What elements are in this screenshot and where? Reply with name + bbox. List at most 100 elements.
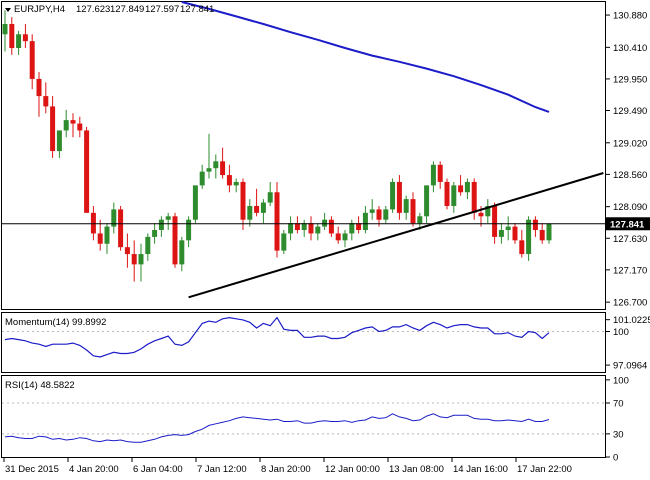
candle-body	[22, 34, 28, 42]
bull-candle	[288, 216, 294, 241]
bear-candle	[539, 223, 545, 244]
price-panel: 130.880 130.410 129.950 129.490 129.020 128.5…	[1, 1, 650, 310]
dropdown-triangle-icon	[5, 8, 11, 12]
candle-body	[70, 120, 76, 124]
bull-candle	[281, 230, 287, 255]
bear-candle	[36, 72, 42, 117]
bull-candle	[430, 161, 436, 193]
bull-candle	[362, 205, 368, 234]
candle-body	[322, 219, 328, 227]
candle-body	[213, 161, 219, 169]
candle-body	[63, 120, 69, 131]
bear-candle	[328, 216, 334, 237]
bull-candle	[63, 109, 69, 138]
candle-body	[274, 192, 280, 251]
bear-candle	[131, 240, 137, 282]
candle-body	[396, 181, 402, 213]
momentum-title: Momentum(14) 99.8992	[5, 317, 106, 328]
candle-body	[471, 181, 477, 213]
price-tick-label: 129.020	[613, 138, 647, 149]
candle-body	[220, 161, 226, 176]
time-tick-label: 31 Dec 2015	[5, 464, 59, 475]
momentum-tick-label: 97.0964	[613, 361, 647, 372]
time-tick-label: 13 Jan 08:00	[389, 464, 444, 475]
candle-body	[492, 205, 498, 237]
bull-candle	[16, 30, 22, 55]
candle-body	[77, 123, 83, 131]
bear-candle	[444, 178, 450, 210]
bull-candle	[199, 164, 205, 189]
candle-body	[451, 185, 457, 206]
candle-body	[464, 181, 470, 193]
candle-body	[97, 233, 103, 244]
bear-candle	[43, 82, 49, 114]
bear-candle	[376, 205, 382, 227]
candle-body	[36, 78, 42, 97]
candle-body	[485, 205, 491, 217]
bear-candle	[512, 223, 518, 244]
candle-body	[192, 185, 198, 220]
price-panel-frame	[1, 1, 606, 310]
candle-body	[152, 230, 158, 237]
moving-average-layer	[181, 1, 550, 113]
momentum-panel-frame	[1, 312, 606, 373]
bear-candle	[410, 192, 416, 227]
candle-body	[478, 212, 484, 217]
bull-candle	[2, 10, 8, 52]
bear-candle	[118, 205, 124, 251]
candle-body	[369, 209, 375, 213]
time-tick-label: 7 Jan 12:00	[197, 464, 247, 475]
candle-body	[145, 236, 151, 255]
candle-body	[199, 171, 205, 186]
momentum-tick-label: 100	[613, 327, 629, 338]
bear-candle	[9, 17, 15, 55]
symbol-header: EURJPY,H4 127.623 127.849 127.597 127.84…	[5, 4, 214, 15]
rsi-tick-label: 100	[613, 375, 629, 386]
candle-body	[532, 219, 538, 231]
price-tick-label: 128.560	[613, 170, 647, 181]
candle-body	[335, 233, 341, 241]
bull-candle	[138, 243, 144, 282]
candle-body	[410, 199, 416, 224]
candle-body	[240, 181, 246, 220]
rsi-tick-label: 30	[613, 429, 624, 440]
candle-body	[90, 212, 96, 234]
bull-candle	[464, 178, 470, 200]
candle-body	[131, 254, 137, 265]
candle-body	[56, 130, 62, 152]
momentum-tick-label: 101.0225	[613, 315, 650, 326]
candle-body	[179, 240, 185, 265]
candle-body	[288, 223, 294, 234]
bear-candle	[29, 34, 35, 90]
rsi-line-layer	[4, 413, 550, 443]
bull-candle	[192, 185, 198, 224]
candle-body	[206, 168, 212, 172]
candle-body	[362, 212, 368, 231]
candle-body	[2, 23, 8, 35]
current-price-badge	[606, 217, 650, 231]
bull-candle	[451, 181, 457, 213]
rsi-tick-label: 0	[613, 453, 618, 464]
bear-candle	[519, 230, 525, 258]
bull-candle	[206, 133, 212, 179]
rsi-tick-label: 70	[613, 399, 624, 410]
candle-body	[424, 185, 430, 217]
symbol-open: 127.623	[76, 4, 110, 15]
symbol-high: 127.849	[110, 4, 144, 15]
candle-body	[233, 181, 239, 186]
momentum-line-layer	[4, 316, 550, 358]
bull-candle	[267, 181, 273, 206]
candle-body	[84, 130, 90, 213]
price-tick-label: 128.090	[613, 202, 647, 213]
bull-candle	[247, 199, 253, 227]
time-tick-label: 14 Jan 16:00	[453, 464, 508, 475]
bull-candle	[403, 195, 409, 220]
bull-candle	[158, 216, 164, 237]
price-tick-label: 130.410	[613, 43, 647, 54]
trendline-layer	[188, 172, 604, 299]
rsi-title: RSI(14) 48.5822	[5, 380, 75, 391]
bear-candle	[471, 178, 477, 220]
candle-body	[437, 164, 443, 182]
candle-body	[539, 230, 545, 241]
